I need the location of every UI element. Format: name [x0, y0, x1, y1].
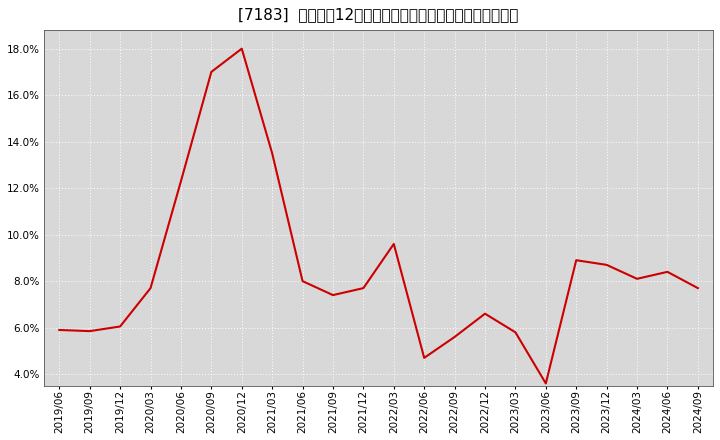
Title: [7183]  売上高の12か月移動合計の対前年同期増減率の推移: [7183] 売上高の12か月移動合計の対前年同期増減率の推移	[238, 7, 519, 22]
